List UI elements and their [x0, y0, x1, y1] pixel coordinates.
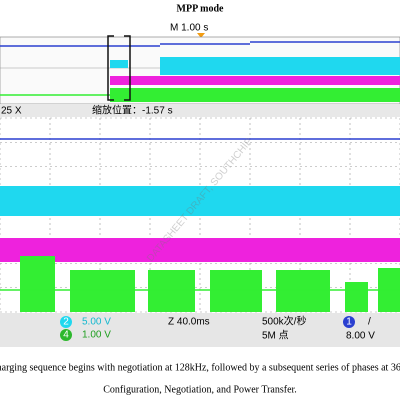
burst	[70, 270, 135, 312]
zoom-bracket	[107, 35, 131, 101]
ch4-scale: 1.00 V	[82, 330, 111, 341]
burst	[276, 270, 330, 312]
ch4-badge	[60, 329, 72, 341]
trigger-level: 8.00 V	[346, 331, 375, 342]
ch2-badge	[60, 316, 72, 328]
trigger-marker	[197, 33, 205, 38]
caption-line: Configuration, Negotiation, and Power Tr…	[103, 384, 297, 395]
zoom-ch4	[0, 256, 400, 312]
zoom-position: 缩放位置：-1.57 s	[92, 104, 173, 117]
record-length: 5M 点	[262, 330, 289, 342]
zoom-factor: 25 X	[1, 106, 22, 117]
trigger-badge	[343, 316, 355, 328]
overview-ch4	[110, 88, 400, 102]
zoom-ch3	[0, 238, 400, 262]
ch4-id: 4	[63, 330, 69, 341]
timebase: M 1.00 s	[170, 23, 208, 34]
overview-ch3	[110, 76, 400, 85]
sample-rate: 500k次/秒	[262, 315, 306, 328]
figure-title: MPP mode	[177, 3, 224, 14]
overview-ch1	[0, 41, 400, 47]
burst	[148, 270, 195, 312]
burst	[20, 256, 55, 312]
burst	[345, 282, 368, 312]
ch2-scale: 5.00 V	[82, 317, 111, 328]
zoom-info-bar	[0, 104, 400, 117]
trigger-slope: /	[368, 317, 371, 328]
trigger-channel: 1	[346, 317, 352, 328]
overview-ch2	[160, 57, 400, 75]
zoom-timebase: Z 40.0ms	[168, 317, 210, 328]
burst	[210, 270, 262, 312]
ch2-id: 2	[63, 317, 69, 328]
overview-ch2-zoom	[110, 60, 128, 68]
zoom-ch2	[0, 186, 400, 216]
caption-line: the charging sequence begins with negoti…	[0, 362, 400, 373]
